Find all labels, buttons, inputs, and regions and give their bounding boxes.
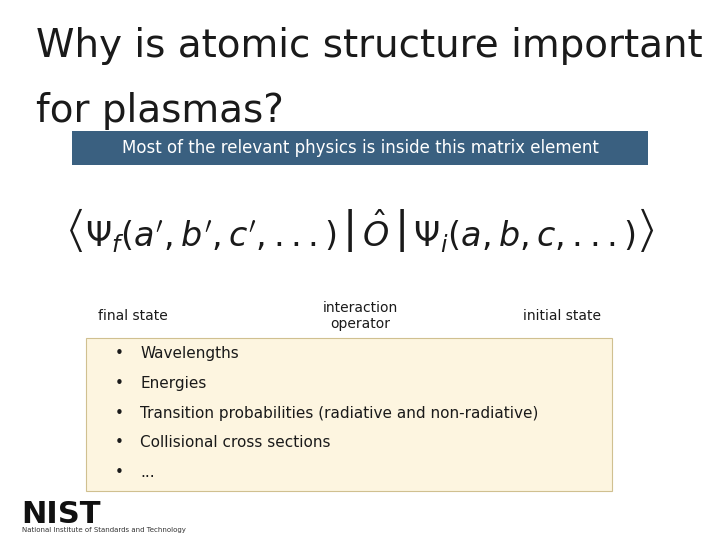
Text: for plasmas?: for plasmas? (36, 92, 284, 130)
Text: final state: final state (99, 309, 168, 323)
Text: ...: ... (140, 465, 155, 480)
Text: $\left\langle \Psi_f(a',b',c',...)\,\middle|\,\hat{O}\,\middle|\,\Psi_i(a,b,c,..: $\left\langle \Psi_f(a',b',c',...)\,\mid… (66, 206, 654, 253)
Text: interaction
operator: interaction operator (323, 301, 397, 331)
Text: •: • (115, 465, 124, 480)
FancyBboxPatch shape (72, 131, 648, 165)
Text: •: • (115, 346, 124, 361)
Text: •: • (115, 376, 124, 391)
Text: •: • (115, 435, 124, 450)
Text: Transition probabilities (radiative and non-radiative): Transition probabilities (radiative and … (140, 406, 539, 421)
Text: •: • (115, 406, 124, 421)
Text: Why is atomic structure important: Why is atomic structure important (36, 27, 703, 65)
Text: initial state: initial state (523, 309, 600, 323)
Text: Most of the relevant physics is inside this matrix element: Most of the relevant physics is inside t… (122, 139, 598, 157)
Text: Energies: Energies (140, 376, 207, 391)
Text: Wavelengths: Wavelengths (140, 346, 239, 361)
Text: NIST: NIST (22, 500, 101, 529)
Text: National Institute of Standards and Technology: National Institute of Standards and Tech… (22, 527, 186, 534)
FancyBboxPatch shape (86, 338, 612, 491)
Text: Collisional cross sections: Collisional cross sections (140, 435, 331, 450)
